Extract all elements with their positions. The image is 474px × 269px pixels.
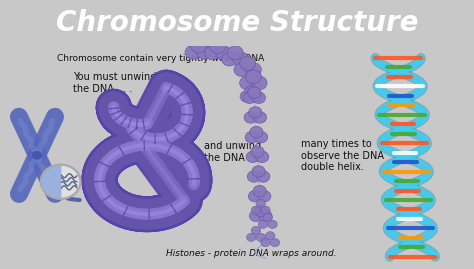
Circle shape [196, 45, 212, 59]
Circle shape [247, 171, 261, 182]
Circle shape [240, 76, 256, 90]
Circle shape [252, 166, 265, 177]
Text: Chromosome contain very tightly wound DNA: Chromosome contain very tightly wound DN… [57, 54, 264, 63]
Circle shape [249, 91, 263, 102]
Circle shape [258, 220, 268, 228]
Circle shape [210, 40, 226, 54]
Circle shape [204, 46, 220, 60]
Circle shape [249, 107, 262, 118]
Circle shape [251, 146, 264, 157]
Circle shape [247, 87, 261, 98]
Circle shape [216, 46, 232, 60]
Circle shape [245, 86, 258, 97]
Wedge shape [41, 165, 61, 199]
Circle shape [246, 233, 256, 241]
Circle shape [270, 239, 280, 247]
Circle shape [263, 213, 273, 221]
Circle shape [251, 206, 261, 214]
Circle shape [185, 45, 201, 59]
Circle shape [41, 165, 81, 199]
Circle shape [252, 92, 265, 104]
Circle shape [251, 226, 261, 235]
Circle shape [256, 171, 270, 182]
Text: Histones - protein DNA wraps around.: Histones - protein DNA wraps around. [166, 249, 337, 258]
Circle shape [268, 220, 277, 228]
Circle shape [246, 70, 262, 84]
Circle shape [253, 112, 266, 123]
Circle shape [245, 132, 258, 143]
Circle shape [244, 112, 257, 123]
Circle shape [258, 190, 271, 202]
Text: Chromosome Structure: Chromosome Structure [56, 9, 418, 37]
Circle shape [221, 52, 237, 66]
Circle shape [256, 233, 265, 241]
Circle shape [240, 91, 253, 102]
Circle shape [259, 210, 272, 222]
Circle shape [33, 152, 41, 159]
Circle shape [233, 52, 249, 66]
Circle shape [191, 39, 207, 53]
Circle shape [239, 56, 255, 70]
Circle shape [234, 63, 250, 77]
Circle shape [255, 151, 269, 162]
Circle shape [261, 239, 270, 247]
Circle shape [227, 46, 243, 60]
Text: and unwind
the DNA . . .: and unwind the DNA . . . [204, 141, 263, 163]
Circle shape [243, 92, 256, 104]
Circle shape [255, 132, 268, 143]
Circle shape [250, 126, 263, 138]
Circle shape [245, 63, 261, 77]
Circle shape [248, 190, 262, 202]
Circle shape [261, 206, 270, 214]
Circle shape [253, 185, 266, 197]
Text: many times to
observe the DNA
double helix.: many times to observe the DNA double hel… [301, 139, 384, 172]
Text: You must unwind
the DNA . . .: You must unwind the DNA . . . [73, 72, 157, 94]
Circle shape [256, 199, 265, 207]
Circle shape [265, 232, 275, 240]
Circle shape [254, 205, 267, 217]
Circle shape [251, 76, 267, 90]
Circle shape [246, 151, 259, 162]
Circle shape [249, 210, 263, 222]
